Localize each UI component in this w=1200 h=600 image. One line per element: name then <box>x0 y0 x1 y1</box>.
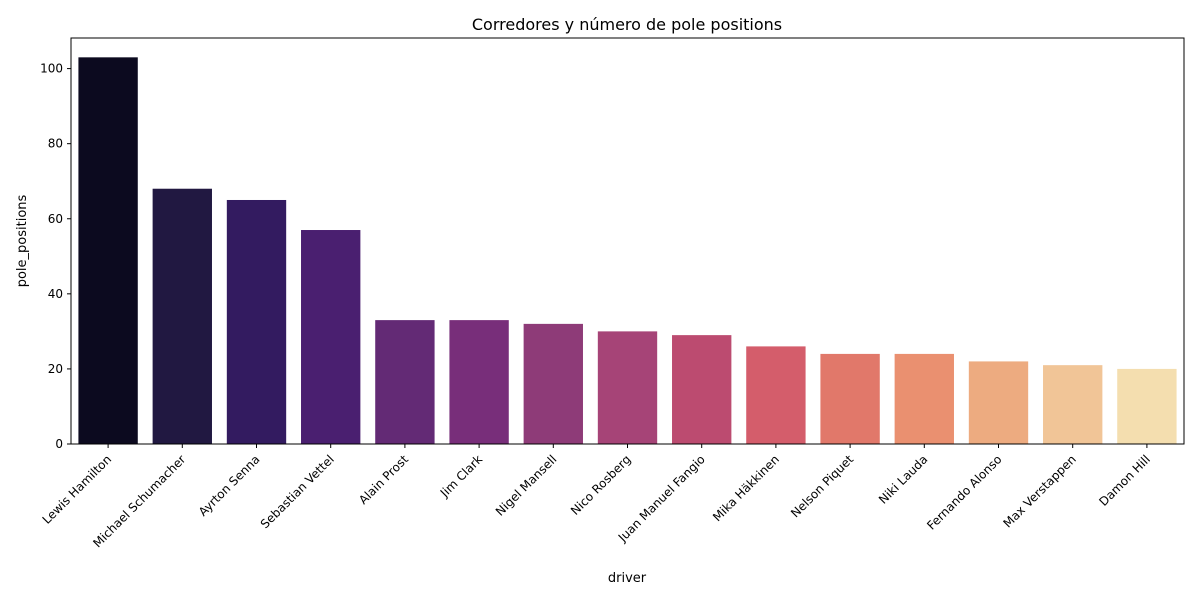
bars-group <box>78 57 1177 444</box>
bar <box>597 331 658 444</box>
bar <box>375 320 435 444</box>
x-tick-label: Jim Clark <box>437 452 485 500</box>
y-tick-label: 60 <box>48 212 63 226</box>
x-tick-label: Mika Häkkinen <box>710 452 782 524</box>
x-tick-label: Sebastian Vettel <box>258 452 337 531</box>
chart-title: Corredores y número de pole positions <box>472 15 782 34</box>
x-tick-label: Niki Lauda <box>876 452 930 506</box>
bar <box>301 230 361 444</box>
bar <box>1117 368 1177 444</box>
bar <box>820 353 880 444</box>
y-tick-label: 100 <box>40 62 63 76</box>
y-tick-label: 20 <box>48 362 63 376</box>
x-tick-label: Max Verstappen <box>1001 452 1079 530</box>
y-axis: 0 20 40 60 80 100 <box>40 62 71 451</box>
x-tick-label: Alain Prost <box>356 452 411 507</box>
bar <box>449 320 509 444</box>
y-tick-label: 0 <box>55 437 63 451</box>
y-axis-label: pole_positions <box>15 194 30 287</box>
bar <box>672 335 732 444</box>
bar <box>523 323 583 444</box>
bar <box>226 199 287 444</box>
x-tick-label: Ayrton Senna <box>196 452 263 519</box>
bar <box>78 57 138 444</box>
x-axis-label: driver <box>608 571 647 586</box>
y-tick-label: 40 <box>48 287 63 301</box>
bar <box>968 361 1029 444</box>
x-tick-label: Nigel Mansell <box>493 452 560 519</box>
x-tick-label: Nelson Piquet <box>788 452 856 520</box>
y-tick-label: 80 <box>48 137 63 151</box>
x-tick-label: Fernando Alonso <box>924 452 1004 532</box>
x-tick-label: Nico Rosberg <box>568 452 634 518</box>
bar <box>1043 365 1103 444</box>
bar <box>152 188 212 444</box>
bar <box>746 346 806 444</box>
bar <box>894 353 954 444</box>
x-tick-label: Lewis Hamilton <box>40 452 115 527</box>
x-tick-label: Damon Hill <box>1096 452 1153 509</box>
